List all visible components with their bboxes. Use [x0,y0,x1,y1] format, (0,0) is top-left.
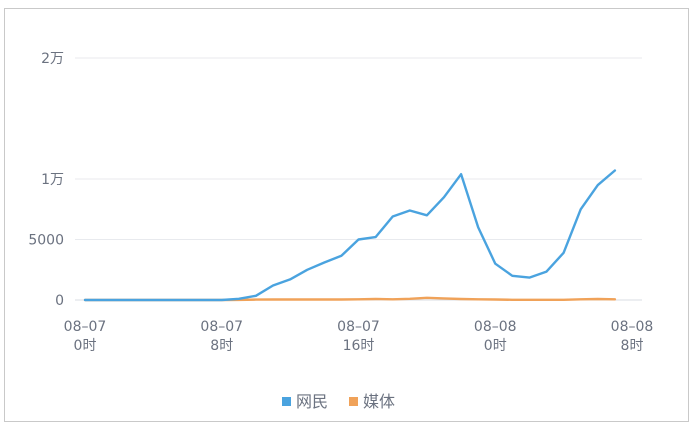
x-axis-ticks: 08–07 0时 08–07 8时 08–07 16时 08–08 0时 08–08 8时 [64,319,654,354]
legend-label: 媒体 [363,392,395,411]
x-tick-time: 8时 [621,338,644,354]
y-tick-label: 5000 [28,233,64,249]
chart-frame [4,8,689,422]
legend-label: 网民 [296,392,328,411]
y-tick-label: 1万 [41,172,64,188]
x-tick-time: 16时 [343,338,375,354]
legend-swatch [282,397,291,406]
x-tick-date: 08–08 [611,319,654,335]
y-tick-label: 2万 [41,51,64,67]
series-line-0 [83,169,617,302]
x-tick-time: 0时 [74,338,97,354]
x-tick-time: 8时 [210,338,233,354]
y-tick-label: 0 [55,293,64,309]
x-tick-time: 0时 [484,338,507,354]
legend-swatch [349,397,358,406]
x-tick-date: 08–08 [474,319,517,335]
x-tick-date: 08–07 [337,319,380,335]
x-tick-date: 08–07 [200,319,243,335]
legend: 网民 媒体 [282,392,395,411]
y-axis-ticks: 0 5000 1万 2万 [28,51,64,309]
x-tick-date: 08–07 [64,319,107,335]
grid-lines [75,57,642,301]
series-lines [83,169,617,302]
